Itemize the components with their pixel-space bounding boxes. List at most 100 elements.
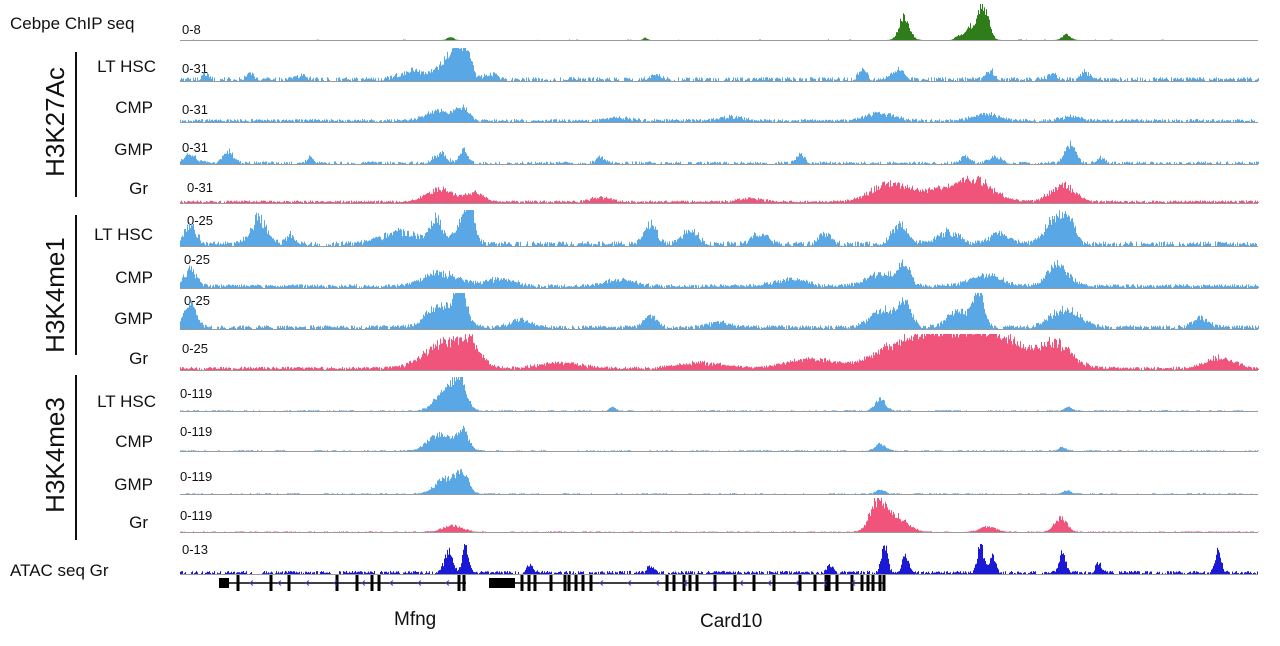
exon [335, 575, 339, 591]
exon [589, 575, 593, 591]
exon [882, 575, 886, 591]
track-range-label: 0-8 [182, 22, 201, 37]
exon [878, 575, 882, 591]
track-label: CMP [115, 98, 153, 117]
signal-area [180, 259, 1259, 288]
exon [567, 575, 571, 591]
signal-area [180, 469, 1259, 494]
exon [489, 578, 515, 588]
track-label: ATAC seq Gr [10, 561, 109, 580]
track-range-label: 0-13 [182, 542, 209, 557]
track-label: LT HSC [97, 57, 156, 76]
strand-arrow [739, 580, 744, 586]
exon [695, 575, 699, 591]
exon [457, 575, 461, 591]
signal-track [180, 425, 1259, 452]
strand-arrow [767, 580, 772, 586]
strand-arrow [277, 580, 282, 586]
exon [520, 575, 524, 591]
signal-area [180, 498, 1259, 532]
exon [533, 575, 537, 591]
exon [236, 575, 240, 591]
track-range-label: 0-119 [180, 386, 213, 401]
signal-track [180, 544, 1259, 575]
signal-area [180, 140, 1259, 164]
exon [733, 575, 737, 591]
signal-track [180, 334, 1259, 371]
exon [665, 575, 669, 591]
track-label: Cebpe ChIP seq [10, 14, 135, 33]
signal-track [180, 4, 1259, 41]
exon [377, 575, 381, 591]
track-range-label: 0-31 [187, 180, 214, 195]
signal-track [180, 48, 1259, 82]
exon [672, 575, 676, 591]
gene-name-label: Card10 [700, 611, 763, 632]
exon [835, 575, 839, 591]
gene-name-label: Mfng [394, 609, 437, 630]
track-range-label: 0-119 [180, 508, 213, 523]
exon [752, 575, 756, 591]
track-label: CMP [115, 268, 153, 287]
track-range-label: 0-31 [182, 140, 209, 155]
exon [688, 575, 692, 591]
track-range-label: 0-25 [182, 341, 209, 356]
signal-area [180, 210, 1259, 246]
exon [866, 575, 870, 591]
strand-arrow [445, 580, 450, 586]
strand-arrow [823, 580, 828, 586]
exon [527, 575, 531, 591]
strand-arrow [417, 580, 422, 586]
exon [798, 575, 802, 591]
signal-track [180, 293, 1259, 330]
track-label: LT HSC [97, 392, 156, 411]
track-range-label: 0-31 [182, 61, 209, 76]
exon [574, 575, 578, 591]
signal-area [180, 104, 1259, 122]
strand-arrow [599, 580, 604, 586]
track-label: Gr [129, 179, 148, 198]
gene-model-track [219, 575, 886, 591]
signal-area [180, 48, 1259, 81]
exon [713, 575, 717, 591]
track-label: CMP [115, 432, 153, 451]
exon [355, 575, 359, 591]
track-range-label: 0-119 [180, 424, 213, 439]
track-label: LT HSC [94, 225, 153, 244]
group-bracket [75, 52, 77, 197]
signal-area [180, 175, 1259, 203]
signal-area [180, 377, 1259, 411]
group-bracket [75, 375, 77, 540]
exon [549, 575, 553, 591]
exon [370, 575, 374, 591]
exon [824, 575, 831, 591]
track-label: Gr [129, 513, 148, 532]
exon [813, 575, 817, 591]
strand-arrow [711, 580, 716, 586]
signal-track [180, 469, 1259, 495]
track-range-label: 0-31 [182, 102, 209, 117]
signal-area [180, 293, 1259, 329]
signal-area [180, 334, 1259, 370]
track-range-label: 0-25 [184, 293, 211, 308]
strand-arrow [389, 580, 394, 586]
strand-arrow [795, 580, 800, 586]
strand-arrow [683, 580, 688, 586]
exon [860, 575, 864, 591]
exon [772, 575, 776, 591]
exon [287, 575, 291, 591]
signal-track [180, 498, 1259, 533]
exon [269, 575, 273, 591]
strand-arrow [305, 580, 310, 586]
exon [219, 578, 229, 588]
track-label: Gr [129, 349, 148, 368]
track-range-label: 0-25 [184, 252, 211, 267]
strand-arrow [627, 580, 632, 586]
strand-arrow [851, 580, 856, 586]
signal-track [180, 104, 1259, 123]
signal-area [180, 4, 1259, 40]
exon [563, 575, 567, 591]
strand-arrow [361, 580, 366, 586]
